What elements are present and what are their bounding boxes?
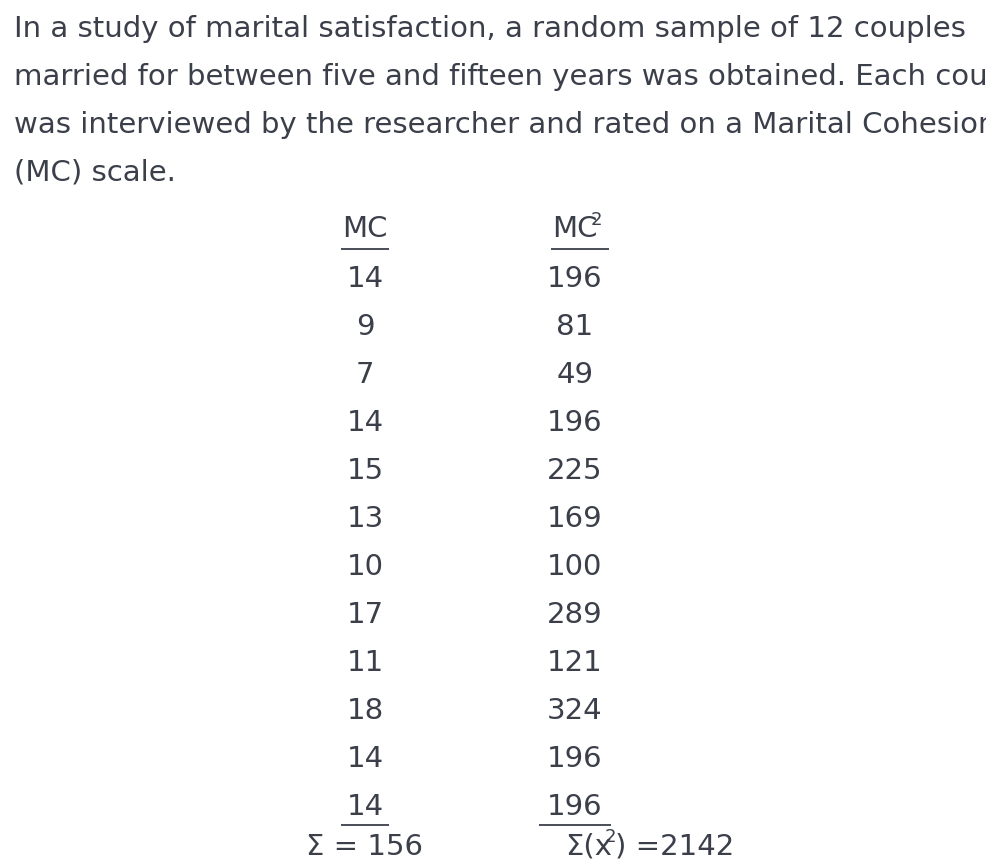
Text: 18: 18 bbox=[346, 697, 384, 725]
Text: 81: 81 bbox=[556, 313, 594, 341]
Text: 196: 196 bbox=[547, 793, 602, 821]
Text: MC: MC bbox=[552, 215, 598, 243]
Text: was interviewed by the researcher and rated on a Marital Cohesion: was interviewed by the researcher and ra… bbox=[14, 111, 986, 139]
Text: 7: 7 bbox=[356, 361, 375, 389]
Text: 196: 196 bbox=[547, 265, 602, 293]
Text: 13: 13 bbox=[346, 505, 384, 533]
Text: 225: 225 bbox=[547, 457, 602, 485]
Text: 14: 14 bbox=[346, 745, 384, 773]
Text: 100: 100 bbox=[547, 553, 602, 581]
Text: 14: 14 bbox=[346, 265, 384, 293]
Text: 17: 17 bbox=[346, 601, 384, 629]
Text: 14: 14 bbox=[346, 409, 384, 437]
Text: (MC) scale.: (MC) scale. bbox=[14, 159, 176, 187]
Text: married for between five and fifteen years was obtained. Each couple: married for between five and fifteen yea… bbox=[14, 63, 986, 91]
Text: 289: 289 bbox=[547, 601, 602, 629]
Text: 2: 2 bbox=[591, 211, 602, 229]
Text: 169: 169 bbox=[547, 505, 602, 533]
Text: 196: 196 bbox=[547, 745, 602, 773]
Text: 10: 10 bbox=[346, 553, 384, 581]
Text: 121: 121 bbox=[547, 649, 602, 677]
Text: Σ(x: Σ(x bbox=[565, 833, 612, 860]
Text: Σ = 156: Σ = 156 bbox=[307, 833, 424, 860]
Text: In a study of marital satisfaction, a random sample of 12 couples: In a study of marital satisfaction, a ra… bbox=[14, 15, 966, 43]
Text: ) =2142: ) =2142 bbox=[615, 833, 735, 860]
Text: 324: 324 bbox=[547, 697, 602, 725]
Text: 14: 14 bbox=[346, 793, 384, 821]
Text: 9: 9 bbox=[356, 313, 375, 341]
Text: 49: 49 bbox=[556, 361, 594, 389]
Text: 11: 11 bbox=[346, 649, 384, 677]
Text: MC: MC bbox=[342, 215, 387, 243]
Text: 2: 2 bbox=[605, 828, 616, 846]
Text: 196: 196 bbox=[547, 409, 602, 437]
Text: 15: 15 bbox=[346, 457, 384, 485]
